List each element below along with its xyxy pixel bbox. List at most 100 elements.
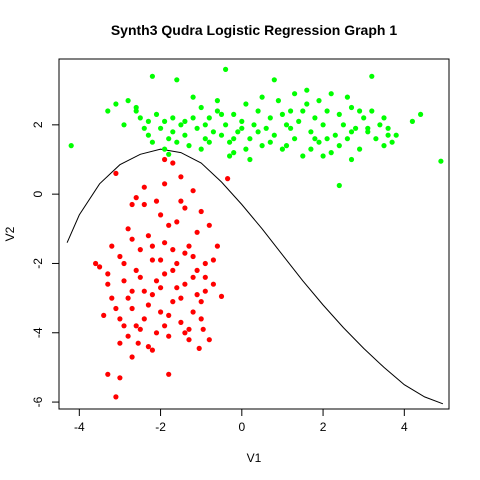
data-point-green [223, 122, 229, 128]
data-point-red [113, 170, 119, 176]
data-point-red [170, 299, 176, 305]
data-point-red [137, 326, 143, 332]
data-point-red [153, 198, 160, 204]
y-tick-label: -4 [31, 327, 45, 338]
data-point-red [186, 337, 192, 343]
data-point-red [109, 295, 115, 301]
y-axis-label: V2 [3, 226, 17, 241]
data-point-red [153, 278, 160, 284]
data-point-green [198, 104, 204, 111]
data-point-red [178, 319, 184, 325]
data-point-red [162, 181, 168, 187]
data-point-green [320, 153, 326, 159]
data-point-red [190, 188, 196, 194]
data-point-green [214, 108, 220, 114]
data-point-green [381, 115, 387, 121]
data-point-red [93, 260, 99, 267]
data-point-green [162, 118, 168, 124]
data-point-green [259, 143, 265, 149]
data-point-green [218, 111, 225, 117]
data-point-green [214, 98, 220, 104]
data-point-red [135, 340, 141, 346]
data-point-red [186, 326, 192, 332]
data-point-green [336, 182, 342, 189]
data-point-green [137, 115, 143, 121]
data-point-green [231, 150, 237, 156]
data-point-green [166, 151, 172, 157]
data-point-red [149, 347, 155, 353]
data-point-red [105, 371, 111, 377]
data-point-green [369, 73, 375, 79]
data-point-red [125, 333, 131, 339]
data-point-red [117, 375, 123, 381]
data-point-green [206, 115, 212, 121]
data-point-green [344, 136, 350, 142]
data-point-red [225, 176, 231, 182]
data-point-green [312, 115, 318, 121]
data-point-green [162, 146, 168, 152]
data-point-red [141, 288, 147, 294]
data-point-red [145, 344, 151, 350]
points-layer [68, 66, 444, 400]
data-point-red [113, 305, 119, 312]
data-point-red [174, 260, 180, 267]
data-point-red [170, 247, 176, 253]
data-point-green [324, 108, 330, 114]
data-point-green [361, 115, 367, 121]
data-point-red [162, 323, 168, 329]
data-point-green [324, 136, 330, 142]
data-point-red [178, 198, 184, 204]
data-point-green [149, 73, 155, 79]
data-point-green [210, 129, 216, 135]
data-point-green [243, 146, 249, 152]
x-tick-label: -2 [155, 420, 166, 434]
data-point-green [243, 101, 249, 107]
data-point-green [166, 136, 172, 142]
data-point-red [133, 323, 139, 329]
data-point-green [141, 125, 147, 131]
x-tick-label: 2 [320, 420, 327, 434]
data-point-green [68, 143, 74, 149]
data-point-green [174, 77, 180, 83]
data-point-red [105, 271, 111, 277]
data-point-green [353, 125, 359, 131]
data-point-red [162, 271, 168, 277]
chart-title: Synth3 Qudra Logistic Regression Graph 1 [111, 22, 397, 38]
data-point-green [182, 132, 188, 138]
data-point-green [385, 125, 391, 131]
data-point-green [227, 139, 233, 145]
data-point-red [117, 340, 123, 346]
data-point-red [210, 257, 216, 263]
data-point-red [218, 293, 225, 299]
data-point-red [101, 312, 107, 318]
data-point-green [288, 125, 294, 131]
data-point-red [153, 330, 160, 336]
data-point-red [133, 267, 139, 273]
y-axis: -6 -4 -2 0 2 [31, 121, 60, 407]
data-point-red [149, 257, 155, 263]
data-point-green [247, 136, 253, 142]
data-point-green [239, 125, 245, 131]
data-point-green [158, 125, 164, 131]
data-point-red [190, 274, 196, 280]
data-point-green [227, 153, 233, 159]
data-point-green [145, 132, 151, 138]
data-point-green [438, 158, 444, 164]
data-point-red [145, 233, 151, 239]
data-point-green [149, 139, 155, 145]
data-point-red [186, 243, 192, 249]
y-tick-label: 2 [31, 121, 45, 128]
data-point-green [121, 122, 127, 128]
data-point-green [328, 150, 334, 156]
data-point-green [231, 111, 237, 117]
data-point-green [255, 108, 261, 114]
data-point-green [304, 87, 310, 93]
data-point-green [385, 132, 391, 138]
data-point-green [153, 111, 160, 117]
plot-frame [58, 58, 450, 410]
data-point-green [304, 101, 310, 107]
data-point-red [182, 281, 188, 287]
data-point-red [149, 292, 155, 298]
data-point-green [357, 146, 363, 152]
data-point-red [121, 278, 127, 284]
